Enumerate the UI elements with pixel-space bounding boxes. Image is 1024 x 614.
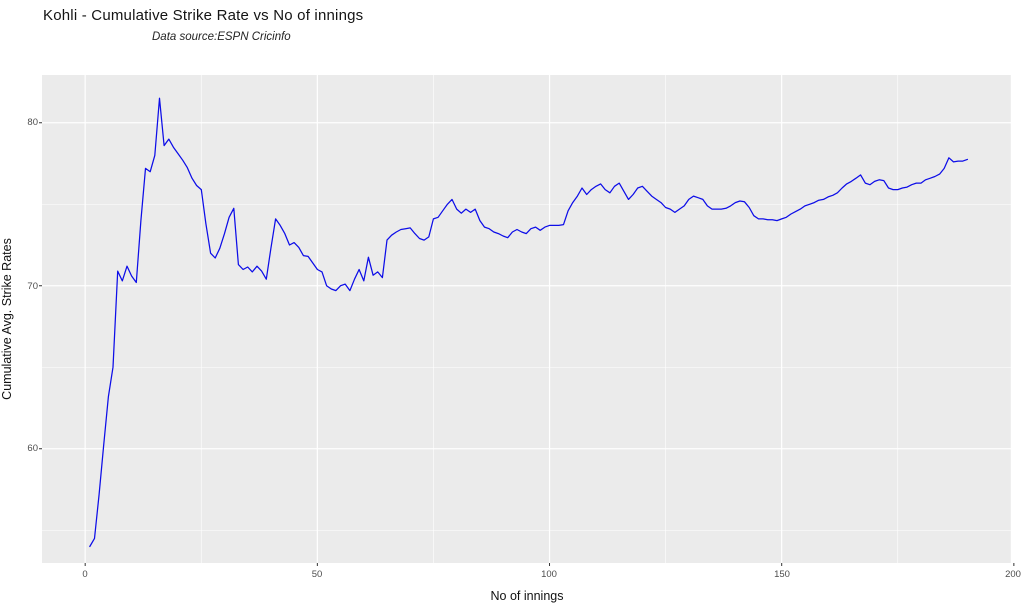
chart-title: Kohli - Cumulative Strike Rate vs No of … (43, 7, 364, 24)
strike-rate-line (89, 97, 969, 548)
y-axis-title: Cumulative Avg. Strike Rates (0, 238, 14, 400)
y-tick-label-60: 60 (27, 443, 38, 454)
x-tick-label-0: 0 (82, 569, 88, 580)
x-axis-title: No of innings (490, 589, 564, 603)
plot-panel (42, 75, 1012, 563)
x-tick-label-150: 150 (774, 569, 790, 580)
chart-subtitle: Data source:ESPN Cricinfo (152, 31, 291, 43)
x-tick-label-100: 100 (541, 569, 557, 580)
y-tick-label-70: 70 (27, 281, 38, 292)
y-tick-label-80: 80 (27, 117, 38, 128)
x-tick-label-200: 200 (1005, 569, 1021, 580)
x-tick-label-50: 50 (311, 569, 323, 580)
